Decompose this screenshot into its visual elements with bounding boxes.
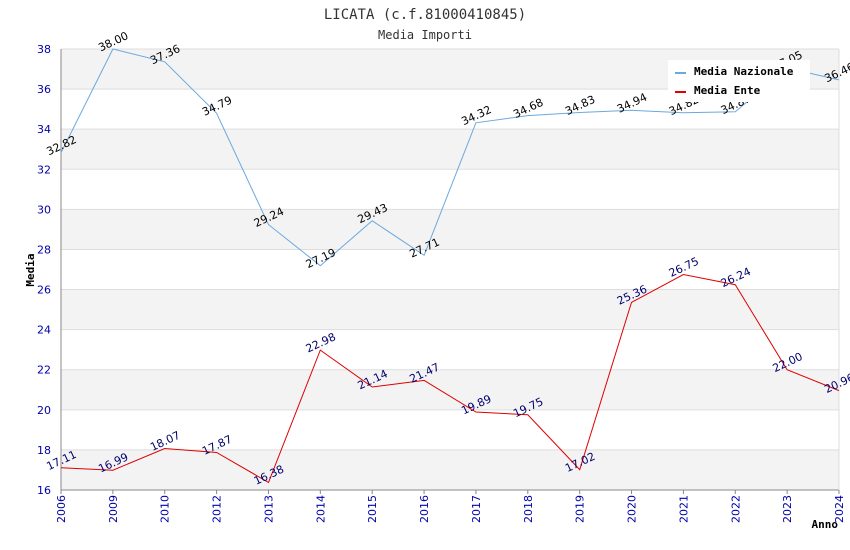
series-line-media-ente — [60, 273, 840, 484]
x-tick-label: 2014 — [314, 495, 327, 523]
x-tick-label: 2020 — [626, 495, 639, 523]
legend-background — [668, 60, 810, 102]
x-tick-label: 2024 — [833, 495, 846, 523]
y-tick-label: 22 — [37, 364, 51, 377]
y-tick-label: 38 — [37, 43, 51, 56]
y-tick-label: 36 — [37, 83, 51, 96]
x-tick-label: 2015 — [366, 495, 379, 523]
y-tick-label: 18 — [37, 444, 51, 457]
y-tick-label: 34 — [37, 123, 51, 136]
x-tick-label: 2018 — [522, 495, 535, 523]
grid-band — [61, 289, 839, 330]
y-axis-label: Media — [24, 253, 37, 286]
x-tick-label: 2013 — [262, 495, 275, 523]
x-tick-label: 2022 — [729, 495, 742, 523]
data-label: 22.98 — [304, 330, 338, 355]
data-label: 34.68 — [511, 96, 545, 121]
y-tick-label: 28 — [37, 243, 51, 256]
y-tick-label: 16 — [37, 484, 51, 497]
y-tick-label: 32 — [37, 163, 51, 176]
x-tick-label: 2006 — [55, 495, 68, 523]
x-tick-label: 2021 — [677, 495, 690, 523]
y-tick-label: 20 — [37, 404, 51, 417]
y-tick-label: 24 — [37, 324, 51, 337]
x-tick-label: 2017 — [470, 495, 483, 523]
grid-band — [61, 449, 839, 490]
data-label: 34.94 — [615, 91, 649, 116]
x-tick-label: 2012 — [211, 495, 224, 523]
series-line-media-nazionale — [60, 48, 840, 267]
grid-band — [61, 209, 839, 250]
grid-band — [61, 129, 839, 170]
y-tick-label: 30 — [37, 203, 51, 216]
x-tick-label: 2023 — [781, 495, 794, 523]
legend-label-media-ente: Media Ente — [694, 84, 761, 97]
series — [60, 48, 840, 484]
chart-title: LICATA (c.f.81000410845) — [324, 7, 526, 23]
x-tick-label: 2010 — [159, 495, 172, 523]
x-axis-label: Anno — [812, 518, 839, 531]
x-tick-label: 2009 — [107, 495, 120, 523]
legend: Media Nazionale Media Ente — [668, 60, 810, 102]
data-label: 26.75 — [667, 255, 701, 280]
data-label: 34.32 — [459, 103, 493, 128]
grid-band — [61, 369, 839, 410]
chart-subtitle: Media Importi — [378, 28, 472, 42]
x-tick-label: 2016 — [418, 495, 431, 523]
data-label: 34.83 — [563, 93, 597, 118]
legend-label-media-nazionale: Media Nazionale — [694, 65, 794, 78]
y-tick-label: 26 — [37, 284, 51, 297]
x-tick-label: 2019 — [574, 495, 587, 523]
